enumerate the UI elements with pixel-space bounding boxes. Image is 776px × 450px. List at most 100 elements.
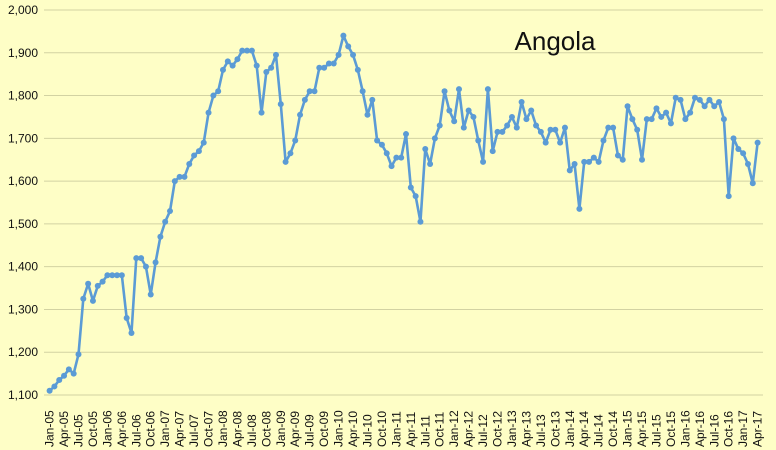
data-point <box>234 56 241 63</box>
data-point <box>523 116 530 123</box>
data-point <box>455 86 462 93</box>
x-tick-label: Oct-10 <box>375 411 389 447</box>
data-point <box>56 377 63 384</box>
data-point <box>200 139 207 146</box>
data-point <box>576 205 583 212</box>
data-point <box>484 86 491 93</box>
y-tick-label: 1,300 <box>8 302 38 316</box>
x-tick-label: Oct-16 <box>722 411 736 447</box>
data-point <box>162 218 169 225</box>
data-point <box>403 131 410 138</box>
x-tick-label: Oct-12 <box>491 411 505 447</box>
data-point <box>701 103 708 110</box>
data-point <box>696 96 703 103</box>
data-point <box>205 109 212 116</box>
x-tick-label: Apr-16 <box>693 411 707 447</box>
data-point <box>547 126 554 133</box>
data-point <box>552 126 559 133</box>
data-point <box>634 126 641 133</box>
data-point <box>46 387 53 394</box>
data-point <box>340 32 347 39</box>
data-point <box>272 51 279 58</box>
chart-title: Angola <box>515 26 596 56</box>
data-point <box>605 124 612 131</box>
y-tick-label: 2,000 <box>8 3 38 17</box>
x-tick-label: Jan-13 <box>505 410 519 447</box>
data-point <box>639 156 646 163</box>
data-point <box>643 116 650 123</box>
y-tick-label: 1,900 <box>8 46 38 60</box>
data-point <box>475 137 482 144</box>
x-tick-label: Jan-08 <box>216 410 230 447</box>
data-point <box>306 88 313 95</box>
x-tick-label: Oct-11 <box>433 412 447 447</box>
y-tick-label: 1,400 <box>8 260 38 274</box>
data-point <box>369 96 376 103</box>
data-point <box>407 184 414 191</box>
data-point <box>123 315 130 321</box>
data-point <box>311 88 318 95</box>
x-tick-label: Oct-15 <box>664 411 678 447</box>
data-point <box>219 66 226 73</box>
data-point <box>118 272 125 279</box>
x-tick-label: Jan-16 <box>678 410 692 447</box>
data-point <box>460 124 467 131</box>
x-tick-label: Jul-15 <box>649 414 663 447</box>
data-point <box>167 208 174 215</box>
data-point <box>301 96 308 103</box>
data-point <box>330 60 337 67</box>
data-point <box>181 173 188 180</box>
x-tick-label: Oct-07 <box>202 411 216 447</box>
data-point <box>518 98 525 105</box>
data-point <box>687 109 694 116</box>
data-point <box>663 109 670 116</box>
data-point <box>359 88 366 95</box>
data-point <box>350 51 357 58</box>
x-tick-label: Jan-17 <box>736 410 750 447</box>
x-tick-label: Jul-13 <box>534 414 548 447</box>
data-point <box>393 154 400 161</box>
data-point <box>99 278 106 285</box>
data-point <box>94 282 101 289</box>
data-point <box>600 137 607 144</box>
data-point <box>711 103 718 110</box>
data-point <box>504 122 511 129</box>
data-point <box>51 383 58 390</box>
x-axis-tick-labels: Jan-05 Apr-05 Jul-05 Oct-05 Jan-06 Apr-06 Jul-… <box>43 410 765 447</box>
y-tick-label: 1,100 <box>8 388 38 402</box>
x-tick-label: Jul-14 <box>592 414 606 447</box>
data-point <box>542 139 549 146</box>
data-point <box>586 158 593 165</box>
data-point <box>80 295 87 302</box>
data-point <box>292 137 299 144</box>
x-tick-label: Apr-15 <box>635 411 649 447</box>
data-point <box>725 193 732 200</box>
x-tick-label: Oct-14 <box>606 411 620 447</box>
data-point <box>398 154 405 161</box>
data-point <box>65 366 72 373</box>
x-tick-label: Oct-09 <box>317 411 331 447</box>
data-point <box>248 47 255 54</box>
data-point <box>378 141 385 148</box>
data-point <box>561 124 568 131</box>
x-tick-label: Jan-07 <box>158 410 172 447</box>
data-point <box>571 161 578 167</box>
data-point <box>537 128 544 135</box>
data-point <box>494 128 501 135</box>
data-point <box>191 152 198 159</box>
data-point <box>316 64 323 71</box>
data-point <box>195 148 202 155</box>
x-tick-label: Apr-08 <box>230 411 244 447</box>
x-tick-label: Jan-06 <box>100 410 114 447</box>
data-point <box>528 107 535 114</box>
data-point <box>157 233 164 240</box>
data-point <box>85 280 92 287</box>
data-point <box>239 47 246 54</box>
data-point <box>258 109 265 116</box>
x-tick-label: Apr-05 <box>57 411 71 447</box>
x-tick-label: Jul-05 <box>71 414 85 447</box>
data-point <box>114 272 121 279</box>
data-point <box>614 152 621 159</box>
x-tick-label: Oct-13 <box>548 411 562 447</box>
